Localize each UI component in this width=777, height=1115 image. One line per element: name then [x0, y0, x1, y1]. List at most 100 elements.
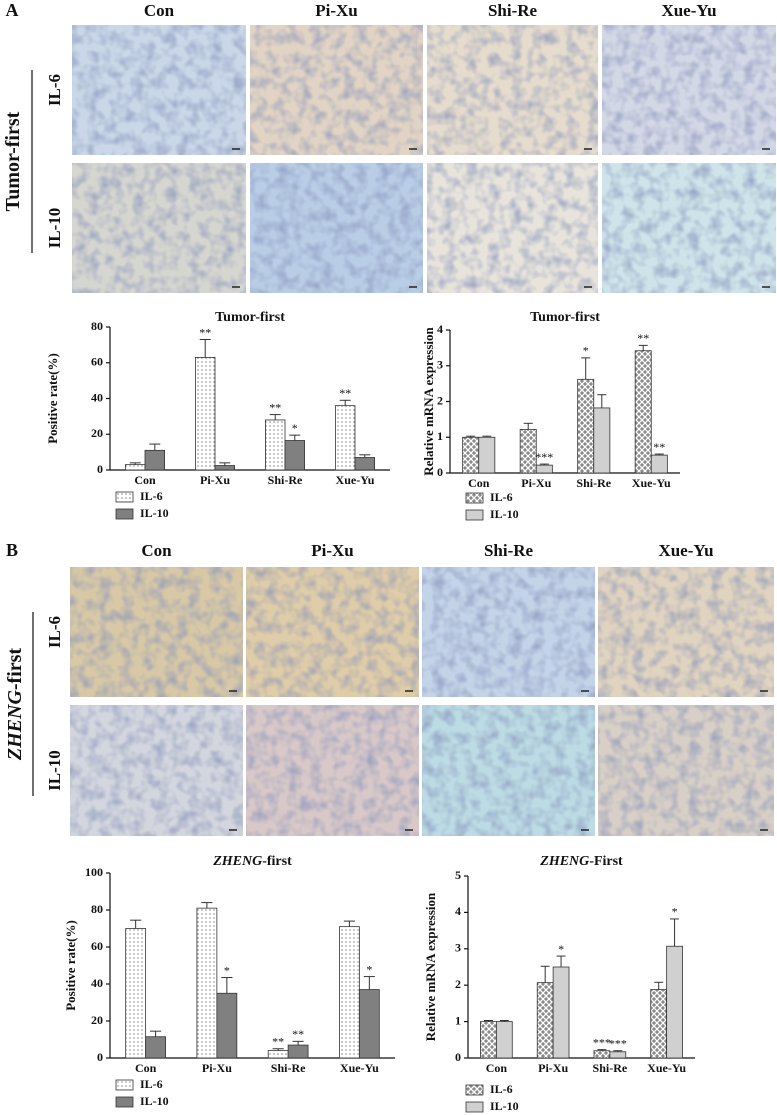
x-tick-label: Con [468, 476, 490, 490]
bar [267, 1050, 289, 1059]
micrograph-texture [250, 25, 423, 155]
x-tick-label: Pi-Xu [200, 473, 230, 487]
y-tick-label: 0 [437, 465, 443, 479]
significance-label: *** [609, 1036, 627, 1050]
bar [462, 436, 480, 474]
micrograph-texture [246, 705, 419, 836]
x-tick-label: Shi-Re [593, 1061, 628, 1075]
bar [125, 928, 147, 1059]
significance-label: * [224, 963, 230, 977]
row-label: IL-10 [45, 750, 64, 791]
error-bar [289, 434, 301, 441]
side-label: Tumor-first [2, 111, 24, 211]
column-header: Shi-Re [484, 541, 534, 560]
significance-label: ** [292, 1027, 304, 1041]
bar [480, 1021, 497, 1059]
significance-label: ** [653, 440, 665, 454]
legend-swatch [115, 1079, 134, 1091]
legend-label: IL-6 [490, 490, 513, 504]
y-tick-label: 60 [91, 939, 103, 953]
chart-title-part: Tumor-first [530, 310, 600, 325]
chart-title: Tumor-first [530, 310, 600, 325]
bar [354, 457, 376, 471]
bar [216, 992, 238, 1059]
error-bar [523, 422, 533, 430]
bar [535, 464, 553, 474]
bar [125, 464, 146, 471]
legend-swatch [115, 491, 134, 503]
bar [577, 378, 595, 474]
y-tick-label: 0 [97, 462, 103, 476]
bar [145, 1036, 166, 1059]
row-label: IL-6 [45, 74, 64, 106]
significance-label: * [583, 344, 589, 358]
micrograph-texture [422, 705, 595, 836]
chart-title-part: Tumor-first [215, 310, 285, 325]
error-bar [597, 394, 607, 408]
error-bar [466, 435, 476, 438]
legend-label: IL-10 [490, 1099, 519, 1113]
x-tick-label: Con [134, 473, 156, 487]
y-tick-label: 5 [455, 868, 461, 882]
x-tick-label: Xue-Yu [647, 1061, 686, 1075]
error-bar [556, 955, 566, 967]
y-tick-label: 20 [91, 426, 103, 440]
error-bar [359, 454, 371, 458]
x-tick-label: Xue-Yu [340, 1061, 379, 1075]
bar [287, 1044, 309, 1059]
y-tick-label: 3 [437, 358, 443, 372]
error-bar [539, 463, 549, 466]
bar [552, 966, 570, 1059]
chart-title-part: ZHENG [539, 854, 589, 869]
column-header: Xue-Yu [661, 1, 716, 20]
micrograph-texture [602, 163, 776, 293]
error-bar [199, 339, 211, 358]
bar [634, 350, 652, 474]
significance-label: ** [637, 331, 649, 345]
legend-label: IL-10 [490, 507, 519, 521]
micrograph-texture [427, 163, 598, 293]
legend-label: IL-6 [490, 1082, 513, 1096]
panel-label: A [6, 0, 19, 20]
y-tick-label: 80 [91, 319, 103, 333]
error-bar [339, 399, 351, 406]
bar [358, 989, 380, 1059]
legend-swatch [465, 1101, 484, 1113]
bar [194, 356, 216, 471]
column-header: Xue-Yu [658, 541, 713, 560]
error-bar [272, 1048, 284, 1051]
error-bar [654, 453, 664, 456]
bar [264, 419, 286, 471]
bar [214, 465, 236, 471]
bar [196, 907, 218, 1059]
column-header: Con [144, 1, 175, 20]
error-bar [201, 902, 213, 909]
x-tick-label: Con [486, 1061, 508, 1075]
y-axis-label: Relative mRNA expression [423, 892, 438, 1041]
micrograph-texture [250, 163, 423, 293]
bar [339, 926, 360, 1059]
side-label: ZHENG-first [4, 648, 26, 762]
error-bar [597, 1049, 607, 1051]
y-tick-label: 1 [437, 429, 443, 443]
micrograph-texture [422, 567, 595, 697]
error-bar [483, 1020, 493, 1022]
error-bar [219, 462, 231, 466]
y-tick-label: 3 [455, 941, 461, 955]
column-header: Shi-Re [488, 1, 538, 20]
legend-label: IL-6 [140, 489, 163, 503]
error-bar [221, 977, 233, 994]
y-axis-label: Relative mRNA expression [421, 326, 436, 475]
legend-swatch [465, 1084, 484, 1096]
side-label-part: ZHENG [4, 690, 26, 762]
row-label: IL-6 [45, 616, 64, 648]
panel-label: B [6, 540, 18, 560]
error-bar [638, 344, 648, 351]
error-bar [363, 976, 375, 990]
bar [593, 1050, 611, 1059]
y-tick-label: 0 [97, 1050, 103, 1064]
legend-label: IL-10 [140, 506, 169, 520]
x-tick-label: Shi-Re [576, 476, 611, 490]
bar [536, 982, 554, 1059]
y-tick-label: 40 [91, 390, 103, 404]
